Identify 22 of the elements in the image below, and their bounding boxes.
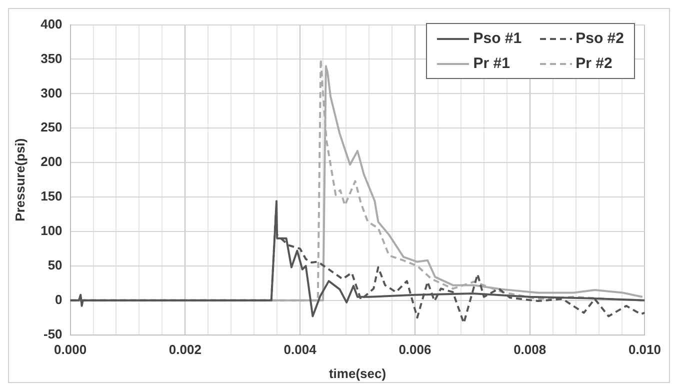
legend-label: Pso #1 bbox=[473, 30, 522, 47]
x-tick-label: 0.002 bbox=[168, 342, 202, 358]
y-tick-label: -50 bbox=[43, 326, 62, 342]
x-tick-label: 0.008 bbox=[514, 342, 546, 358]
legend-label: Pr #2 bbox=[576, 55, 612, 72]
y-tick-label: 250 bbox=[40, 120, 62, 135]
x-tick-label: 0.006 bbox=[398, 342, 432, 358]
x-tick-label: 0.004 bbox=[284, 342, 318, 358]
y-axis-title: Pressure(psi) bbox=[12, 138, 28, 222]
y-tick-label: 0 bbox=[55, 292, 62, 307]
legend-label: Pr #1 bbox=[473, 55, 510, 72]
y-tick-label: 150 bbox=[40, 188, 62, 204]
y-tick-label: 300 bbox=[40, 85, 62, 100]
legend-label: Pso #2 bbox=[576, 30, 624, 47]
y-tick-label: 100 bbox=[40, 223, 62, 238]
y-tick-label: 200 bbox=[40, 154, 62, 170]
y-tick-label: 350 bbox=[40, 50, 62, 66]
x-tick-label: 0.000 bbox=[54, 342, 87, 358]
x-tick-label: 0.010 bbox=[628, 342, 662, 358]
y-tick-label: 400 bbox=[40, 16, 62, 32]
y-tick-label: 50 bbox=[48, 257, 62, 272]
x-axis-title: time(sec) bbox=[328, 366, 386, 381]
